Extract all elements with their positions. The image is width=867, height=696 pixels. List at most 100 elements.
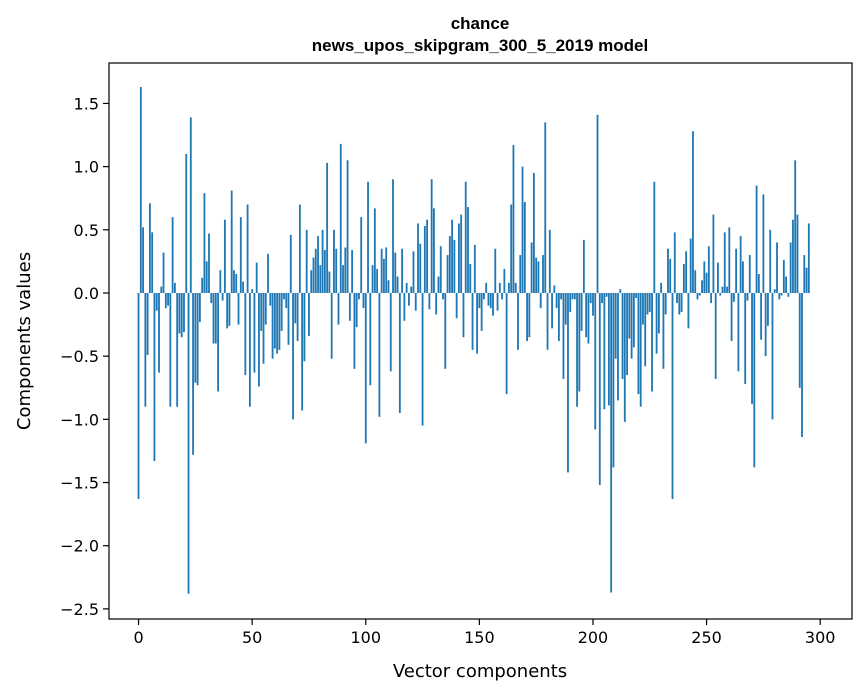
- bar: [326, 162, 329, 293]
- bar: [458, 223, 460, 293]
- bar: [489, 292, 492, 309]
- bar: [671, 292, 674, 499]
- bar: [610, 292, 613, 593]
- bar: [305, 229, 308, 293]
- bar: [594, 292, 597, 430]
- bar: [603, 292, 606, 410]
- bar: [267, 253, 269, 293]
- bar: [285, 292, 288, 309]
- bar: [789, 242, 792, 293]
- bar: [623, 292, 626, 422]
- bar: [280, 292, 283, 331]
- bar: [605, 292, 608, 297]
- bar: [596, 114, 599, 293]
- bar: [271, 292, 274, 359]
- bar: [689, 238, 692, 293]
- bar: [703, 261, 706, 293]
- bar: [403, 292, 406, 321]
- bar: [764, 292, 767, 357]
- bar: [478, 292, 481, 309]
- bar: [283, 292, 285, 300]
- bar: [598, 292, 601, 486]
- y-tick-label: −2.0: [60, 537, 99, 556]
- bar: [410, 286, 413, 293]
- bar: [530, 242, 533, 293]
- y-tick-label: 1.5: [74, 94, 99, 113]
- bar: [355, 292, 358, 328]
- bar: [383, 258, 385, 293]
- bar: [160, 286, 163, 293]
- bar: [682, 263, 685, 293]
- bar: [171, 217, 174, 293]
- bar: [303, 292, 306, 362]
- bar: [214, 292, 217, 344]
- bar: [351, 250, 354, 293]
- bar: [242, 281, 244, 293]
- bar: [707, 246, 710, 293]
- bar: [203, 193, 206, 293]
- bar: [212, 292, 215, 344]
- bar: [660, 282, 663, 293]
- bar: [187, 292, 190, 594]
- y-axis-label: Components values: [14, 252, 35, 430]
- bar: [696, 292, 699, 300]
- bar: [473, 244, 476, 293]
- bar: [408, 292, 410, 306]
- bar: [642, 292, 644, 325]
- bars-group: [137, 87, 810, 594]
- bar: [778, 292, 781, 300]
- bar: [308, 292, 310, 336]
- bar: [767, 292, 769, 326]
- bar: [792, 219, 794, 293]
- bar: [651, 292, 653, 392]
- bar: [362, 292, 365, 309]
- bar: [685, 251, 688, 293]
- bar: [358, 292, 360, 300]
- bar: [526, 292, 528, 341]
- bar: [648, 292, 651, 312]
- bar: [210, 292, 213, 304]
- chart-subtitle: news_upos_skipgram_300_5_2019 model: [312, 36, 648, 55]
- bar: [287, 292, 290, 345]
- bar: [794, 160, 797, 293]
- bar: [785, 276, 788, 293]
- bar: [755, 185, 758, 293]
- bar: [514, 282, 517, 293]
- bar: [744, 292, 747, 384]
- bar: [464, 181, 467, 293]
- bar: [592, 292, 594, 316]
- y-tick-label: −0.5: [60, 347, 99, 366]
- bar: [753, 292, 756, 468]
- bar: [451, 219, 454, 293]
- y-tick-label: −1.5: [60, 474, 99, 493]
- bar: [607, 292, 610, 406]
- bar: [253, 292, 256, 373]
- bar: [787, 292, 790, 297]
- bar: [219, 270, 222, 293]
- bar: [201, 277, 204, 293]
- bar: [580, 292, 583, 331]
- bar: [255, 262, 258, 293]
- bar: [314, 248, 317, 293]
- bar: [460, 214, 463, 293]
- bar: [807, 223, 810, 293]
- bar: [657, 292, 660, 334]
- bar: [278, 292, 281, 350]
- bar: [235, 274, 238, 293]
- bar: [230, 190, 233, 293]
- y-tick-label: −1.0: [60, 410, 99, 429]
- bar: [676, 292, 678, 304]
- bar: [617, 292, 619, 401]
- bar: [678, 292, 681, 315]
- bar: [176, 292, 179, 407]
- bar: [387, 280, 390, 293]
- bar: [782, 260, 785, 293]
- bar: [480, 292, 483, 331]
- bar: [292, 292, 294, 420]
- bar: [505, 292, 508, 395]
- bar: [417, 223, 419, 293]
- bar: [619, 289, 622, 293]
- bar: [501, 292, 503, 300]
- bar: [158, 292, 160, 373]
